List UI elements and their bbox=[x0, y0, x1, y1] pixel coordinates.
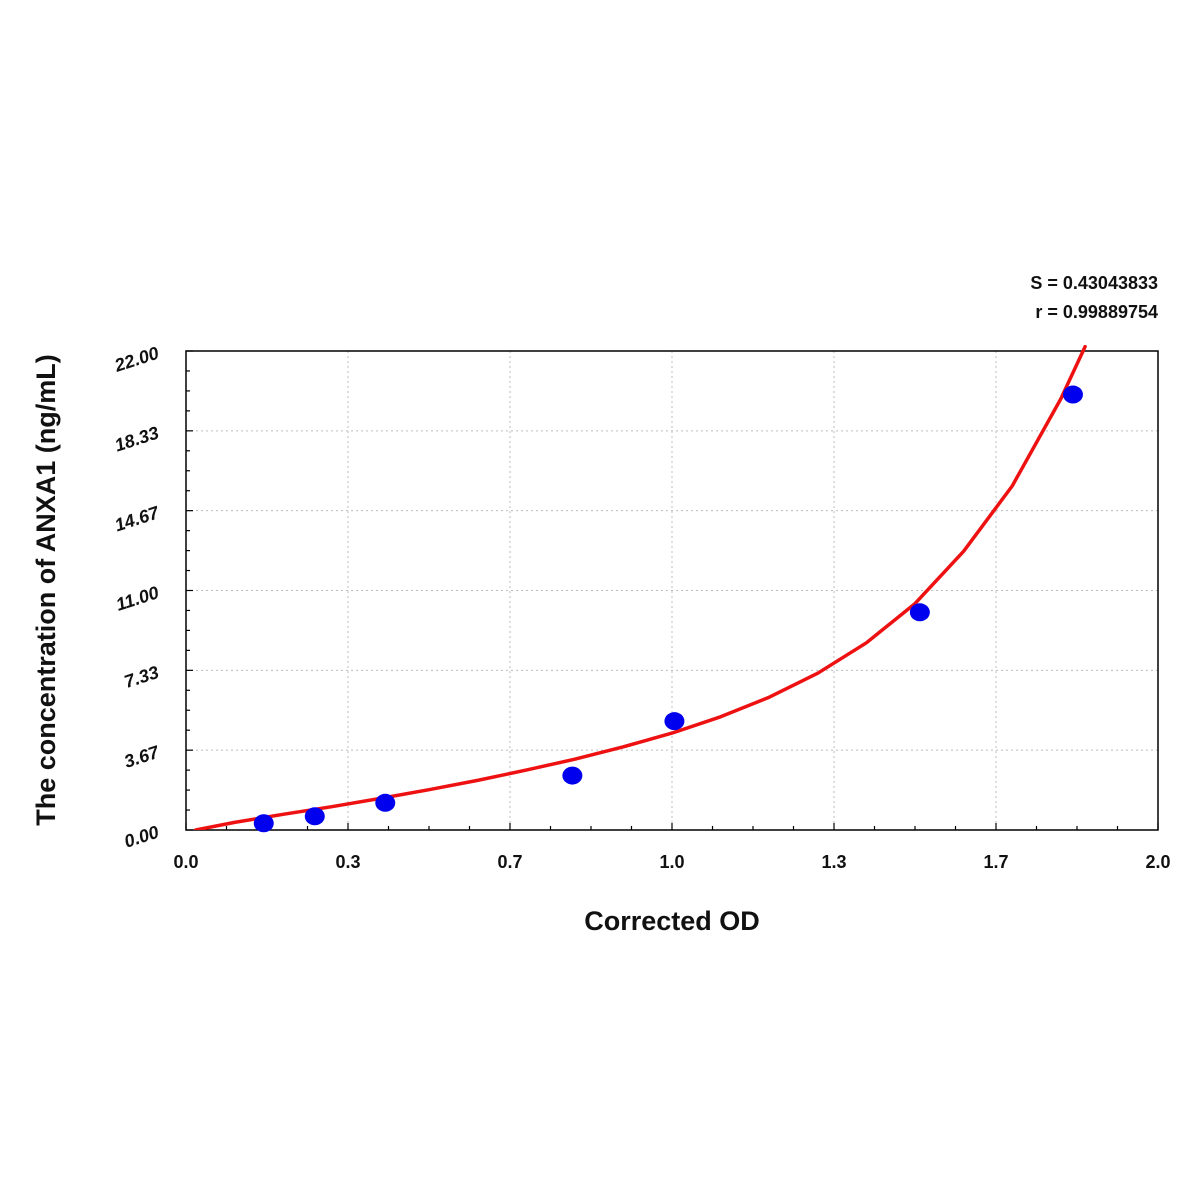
y-axis-title: The concentration of ANXA1 (ng/mL) bbox=[31, 354, 61, 826]
data-point bbox=[304, 807, 325, 826]
s-value-annotation: S = 0.43043833 bbox=[1030, 273, 1158, 293]
x-axis-title: Corrected OD bbox=[584, 906, 760, 936]
data-points-layer bbox=[253, 385, 1083, 833]
x-tick-label: 0.7 bbox=[497, 852, 522, 872]
r-value-annotation: r = 0.99889754 bbox=[1035, 302, 1158, 322]
fitted-curve bbox=[193, 345, 1087, 830]
data-point bbox=[253, 814, 274, 833]
x-tick-label: 0.0 bbox=[173, 852, 198, 872]
x-tick-label: 1.0 bbox=[659, 852, 684, 872]
x-tick-label: 1.7 bbox=[983, 852, 1008, 872]
data-point bbox=[909, 603, 930, 622]
fitted-curve-layer bbox=[193, 345, 1087, 830]
x-tick-label: 1.3 bbox=[821, 852, 846, 872]
data-point bbox=[664, 712, 685, 731]
x-tick-label: 0.3 bbox=[335, 852, 360, 872]
data-point bbox=[1062, 385, 1083, 404]
data-point bbox=[375, 793, 396, 812]
x-tick-label: 2.0 bbox=[1145, 852, 1170, 872]
data-point bbox=[562, 766, 583, 785]
plot-frame bbox=[185, 350, 1159, 831]
x-axis-ticks: 0.0 0.3 0.7 1.0 1.3 1.7 2.0 bbox=[173, 852, 1170, 872]
